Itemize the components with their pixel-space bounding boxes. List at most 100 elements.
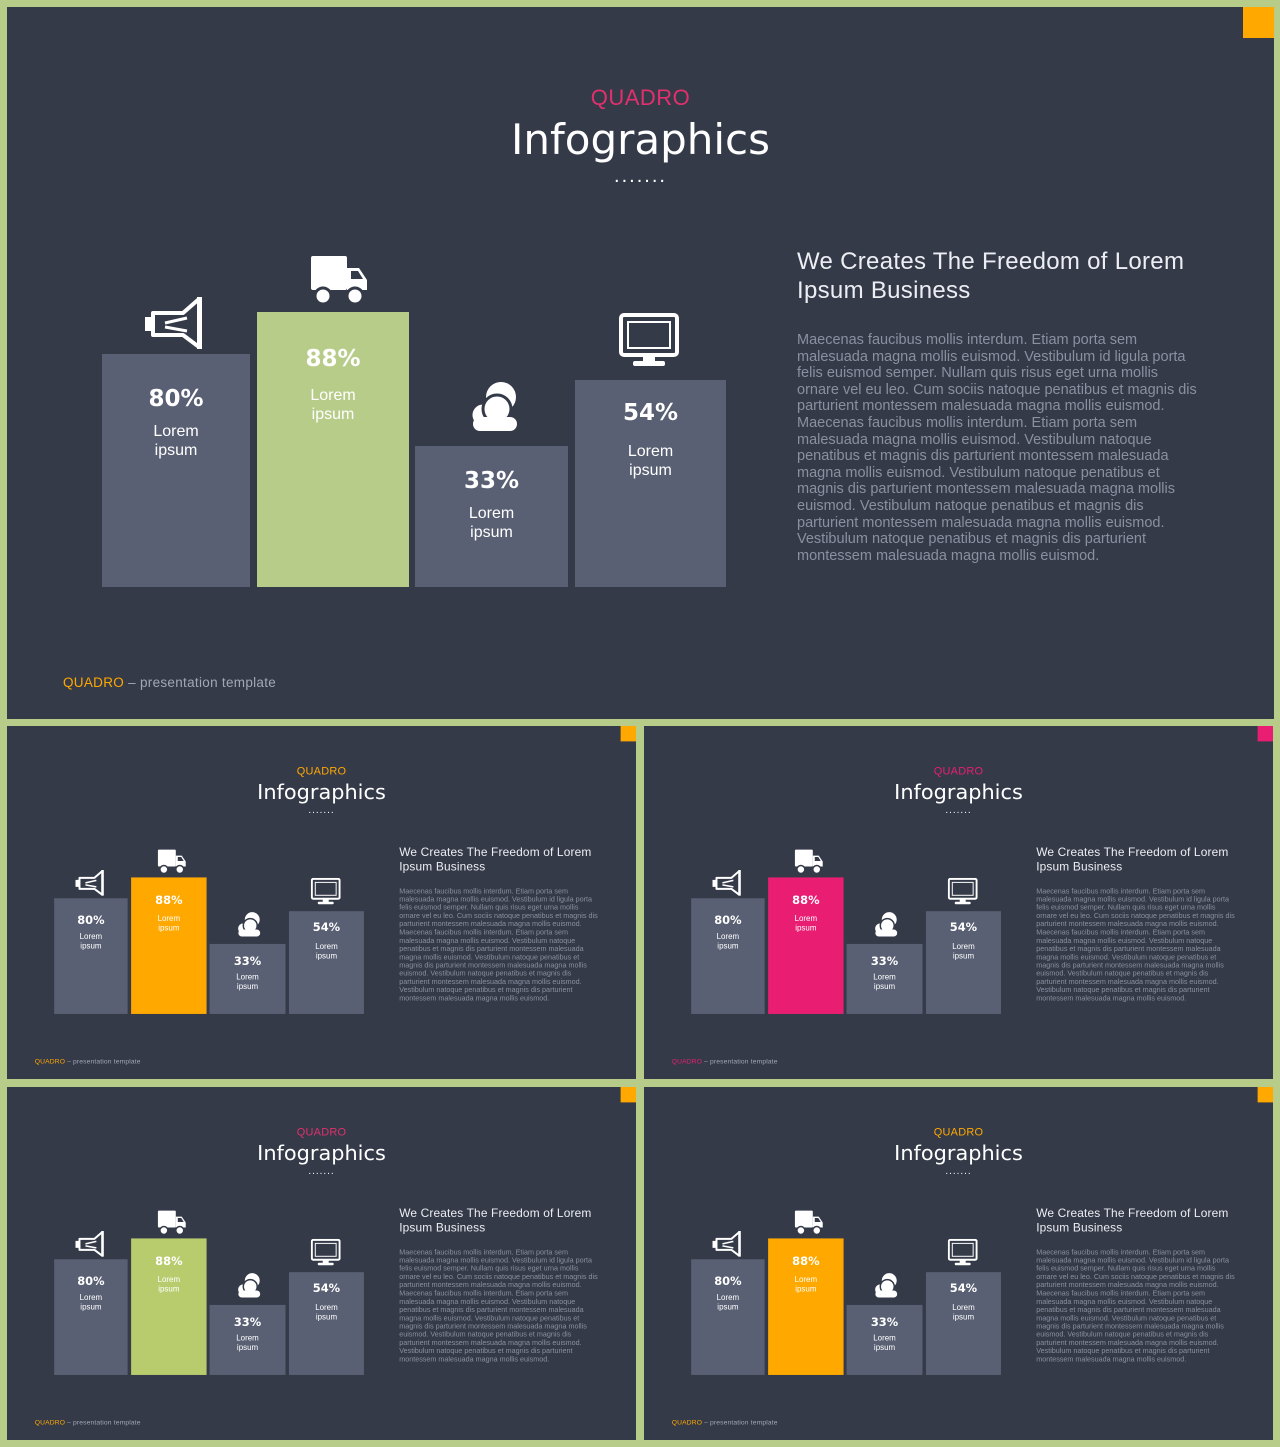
- footer-text: – presentation template: [124, 675, 277, 690]
- slide-thumbnail-3: QUADRO Infographics ....... 80% Lorem ip…: [7, 1087, 636, 1440]
- bar-label: Lorem ipsum: [468, 505, 515, 541]
- title-divider: .......: [945, 1165, 972, 1177]
- title-divider: .......: [308, 1165, 335, 1177]
- bar-1-highlighted: 88% Lorem ipsum: [257, 312, 409, 587]
- footer: QUADRO – presentation template: [63, 675, 276, 690]
- bar-value: 33%: [463, 468, 520, 494]
- corner-accent: [620, 1087, 636, 1103]
- body-paragraph: Maecenas faucibus mollis interdum. Etiam…: [1036, 887, 1235, 1003]
- footer-brand: QUADRO: [671, 1418, 703, 1427]
- clouds-icon: [234, 910, 263, 940]
- bar-0: 80% Lorem ipsum: [54, 1259, 128, 1375]
- bar-3: 54% Lorem ipsum: [288, 911, 364, 1014]
- clouds-icon: [871, 1271, 900, 1301]
- bar-0: 80% Lorem ipsum: [102, 354, 250, 587]
- bar-3: 54% Lorem ipsum: [925, 911, 1001, 1014]
- footer: QUADRO – presentation template: [35, 1058, 141, 1065]
- bar-value: 80%: [148, 386, 204, 412]
- megaphone-icon: [75, 869, 106, 898]
- monitor-icon: [947, 877, 978, 908]
- bar-label: Lorem ipsum: [79, 1293, 103, 1312]
- bar-value: 88%: [155, 1255, 183, 1269]
- bar-value: 88%: [792, 1255, 820, 1269]
- title-divider: .......: [308, 804, 335, 816]
- bar-3: 54% Lorem ipsum: [288, 1272, 364, 1375]
- footer: QUADRO – presentation template: [35, 1419, 141, 1426]
- bar-value: 54%: [312, 921, 341, 935]
- section-heading: We Creates The Freedom of Lorem Ipsum Bu…: [399, 845, 592, 874]
- footer-text: – presentation template: [65, 1418, 141, 1427]
- bar-1-highlighted: 88% Lorem ipsum: [131, 1238, 207, 1375]
- bar-value: 80%: [77, 1275, 105, 1289]
- bar-2: 33% Lorem ipsum: [209, 1304, 286, 1375]
- bar-3: 54% Lorem ipsum: [575, 380, 726, 587]
- bar-label: Lorem ipsum: [315, 942, 338, 961]
- corner-accent: [1257, 726, 1273, 742]
- truck-icon: [157, 1210, 187, 1238]
- bar-value: 54%: [949, 1282, 978, 1296]
- brand-kicker: QUADRO: [296, 1125, 347, 1139]
- bar-1-highlighted: 88% Lorem ipsum: [768, 877, 844, 1014]
- bar-2: 33% Lorem ipsum: [209, 943, 286, 1014]
- bar-value: 54%: [622, 400, 679, 426]
- body-paragraph: Maecenas faucibus mollis interdum. Etiam…: [399, 1248, 598, 1364]
- truck-icon: [309, 254, 369, 311]
- bar-3: 54% Lorem ipsum: [925, 1272, 1001, 1375]
- bar-value: 80%: [714, 914, 742, 928]
- megaphone-icon: [712, 869, 743, 898]
- bar-value: 54%: [949, 921, 978, 935]
- monitor-icon: [619, 313, 679, 374]
- bar-value: 33%: [233, 1315, 262, 1329]
- slide-canvas: QUADRO Infographics ....... 80% Lorem ip…: [7, 7, 1274, 719]
- footer-brand: QUADRO: [671, 1057, 703, 1066]
- bar-label: Lorem ipsum: [952, 1303, 975, 1322]
- slide-thumbnail-2: QUADRO Infographics ....... 80% Lorem ip…: [644, 726, 1273, 1079]
- megaphone-icon: [143, 297, 205, 354]
- bar-value: 80%: [77, 914, 105, 928]
- monitor-icon: [947, 1238, 978, 1269]
- monitor-icon: [310, 877, 341, 908]
- truck-icon: [794, 849, 824, 877]
- title-divider: .......: [614, 165, 667, 187]
- slide-thumbnail-4: QUADRO Infographics ....... 80% Lorem ip…: [644, 1087, 1273, 1440]
- bar-1-highlighted: 88% Lorem ipsum: [768, 1238, 844, 1375]
- slide-title: Infographics: [257, 779, 386, 804]
- slide-main: QUADRO Infographics ....... 80% Lorem ip…: [7, 7, 1274, 719]
- slide-title: Infographics: [257, 1140, 386, 1165]
- footer-text: – presentation template: [65, 1057, 141, 1066]
- corner-accent: [620, 726, 636, 742]
- bar-0: 80% Lorem ipsum: [691, 1259, 765, 1375]
- clouds-icon: [234, 1271, 263, 1301]
- truck-icon: [157, 849, 187, 877]
- footer-brand: QUADRO: [34, 1418, 66, 1427]
- bar-label: Lorem ipsum: [315, 1303, 338, 1322]
- slide-canvas: QUADRO Infographics ....... 80% Lorem ip…: [7, 1087, 636, 1440]
- bar-value: 33%: [233, 954, 262, 968]
- bar-2: 33% Lorem ipsum: [846, 1304, 923, 1375]
- bar-label: Lorem ipsum: [310, 387, 356, 423]
- footer-text: – presentation template: [702, 1057, 778, 1066]
- slide-canvas: QUADRO Infographics ....... 80% Lorem ip…: [644, 1087, 1273, 1440]
- section-heading: We Creates The Freedom of Lorem Ipsum Bu…: [1036, 1206, 1229, 1235]
- megaphone-icon: [712, 1230, 743, 1259]
- clouds-icon: [871, 910, 900, 940]
- bar-label: Lorem ipsum: [716, 1293, 740, 1312]
- bar-label: Lorem ipsum: [873, 1334, 896, 1353]
- body-paragraph: Maecenas faucibus mollis interdum. Etiam…: [797, 332, 1197, 564]
- megaphone-icon: [75, 1230, 106, 1259]
- section-heading: We Creates The Freedom of Lorem Ipsum Bu…: [1036, 845, 1229, 874]
- bar-label: Lorem ipsum: [952, 942, 975, 961]
- bar-label: Lorem ipsum: [716, 932, 740, 951]
- body-paragraph: Maecenas faucibus mollis interdum. Etiam…: [399, 887, 598, 1003]
- bar-1-highlighted: 88% Lorem ipsum: [131, 877, 207, 1014]
- bar-label: Lorem ipsum: [236, 973, 259, 992]
- bar-label: Lorem ipsum: [873, 973, 896, 992]
- truck-icon: [794, 1210, 824, 1238]
- brand-kicker: QUADRO: [296, 764, 347, 778]
- section-heading: We Creates The Freedom of Lorem Ipsum Bu…: [797, 248, 1185, 304]
- bar-value: 54%: [312, 1282, 341, 1296]
- clouds-icon: [465, 377, 523, 438]
- bar-value: 88%: [155, 894, 183, 908]
- bar-label: Lorem ipsum: [627, 443, 674, 479]
- bar-2: 33% Lorem ipsum: [846, 943, 923, 1014]
